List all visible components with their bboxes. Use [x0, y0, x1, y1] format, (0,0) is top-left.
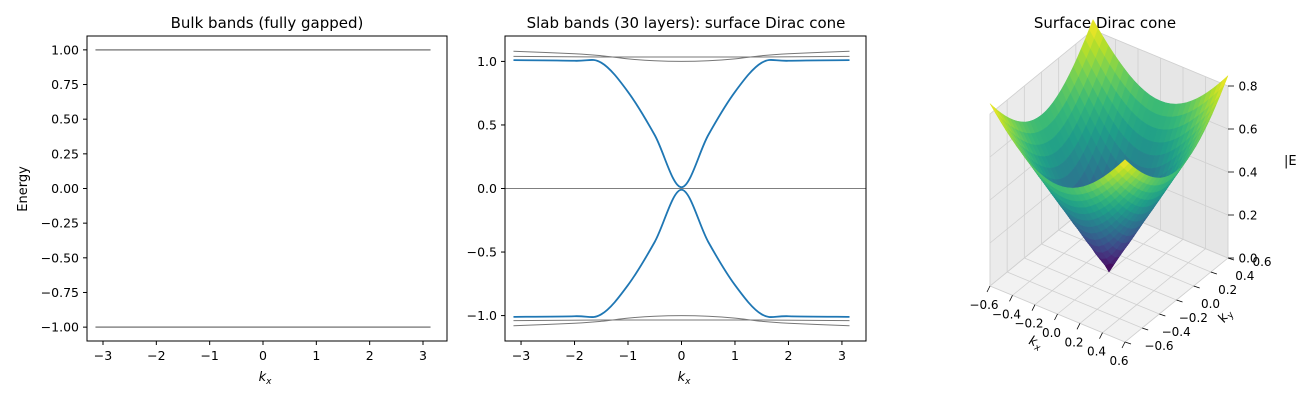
y-tick-mark — [1124, 341, 1132, 345]
y-tick-label: 0.25 — [51, 146, 79, 161]
bulk-bands-panel: Bulk bands (fully gapped) −3 −2 −1 0 1 2 3 1.00… — [16, 14, 448, 387]
slab-band-line-0 — [513, 59, 850, 189]
z-tick-label: 0.8 — [1238, 80, 1257, 94]
x-tick-label: −0.2 — [1014, 317, 1043, 331]
z-tick-label: 0.0 — [1238, 252, 1257, 266]
surface-kx-axis-label: kx — [1026, 333, 1045, 354]
x-tick-label: −0.6 — [969, 298, 998, 312]
y-tick-label: −0.6 — [1144, 339, 1173, 353]
pane-grid-line — [1007, 271, 1143, 329]
x-tick-mark — [1121, 341, 1126, 349]
z-tick-label: 0.2 — [1238, 209, 1257, 223]
y-tick-label: 0.0 — [1201, 297, 1220, 311]
bulk-bands-title: Bulk bands (fully gapped) — [171, 14, 364, 32]
y-tick-label: −1.0 — [467, 308, 497, 323]
surface-z-axis-label: |E — [1284, 154, 1297, 169]
y-tick-label: 0.5 — [477, 117, 497, 132]
x-tick-label: 0.4 — [1087, 345, 1106, 359]
x-tick-label: 0 — [259, 348, 267, 363]
slab-band-line-2 — [513, 50, 850, 62]
y-tick-label: −1.00 — [41, 320, 79, 335]
x-tick-mark — [1076, 323, 1081, 330]
y-tick-label: −0.75 — [41, 285, 79, 300]
y-tick-label: 0.2 — [1218, 283, 1237, 297]
surface-facet — [1119, 159, 1130, 169]
bulk-bands-xlabel: kx — [259, 370, 273, 387]
y-tick-label: 0.0 — [477, 181, 497, 196]
x-tick-label: −2 — [147, 348, 165, 363]
bulk-bands-axes-frame — [86, 35, 448, 342]
x-tick-mark — [1031, 304, 1036, 311]
slab-band-line-4 — [513, 315, 850, 327]
pane-grid-line — [1092, 29, 1229, 87]
x-tick-mark — [986, 285, 991, 293]
x-tick-label: 0 — [678, 348, 686, 363]
y-tick-label: −0.25 — [41, 216, 79, 231]
x-tick-label: −0.4 — [992, 307, 1021, 321]
x-tick-label: −1 — [619, 348, 637, 363]
slab-band-line-5 — [513, 319, 850, 322]
surface-dirac-cone-title: Surface Dirac cone — [1034, 14, 1176, 32]
slab-bands-axes-frame — [504, 35, 867, 342]
x-tick-label: 0.2 — [1064, 335, 1083, 349]
y-tick-mark — [1210, 271, 1217, 275]
y-tick-label: 1.0 — [477, 54, 497, 69]
bulk-bands-ylabel: Energy — [16, 166, 31, 212]
pane-grid-line — [1024, 257, 1160, 315]
y-tick-mark — [1193, 285, 1200, 289]
x-tick-label: 0.6 — [1109, 354, 1128, 368]
z-tick-label: 0.4 — [1238, 166, 1257, 180]
x-tick-label: 3 — [838, 348, 846, 363]
surface-dirac-cone-panel: Surface Dirac cone −0.6−0.4−0.20.00.20.4… — [969, 14, 1296, 368]
x-tick-label: 0.0 — [1042, 326, 1061, 340]
x-tick-label: −1 — [200, 348, 218, 363]
x-tick-label: 3 — [419, 348, 427, 363]
y-tick-label: 0.50 — [51, 112, 79, 127]
y-tick-label: 1.00 — [51, 42, 79, 57]
slab-bands-xlabel: kx — [678, 370, 692, 387]
y-tick-label: 0.75 — [51, 77, 79, 92]
x-tick-mark — [1054, 313, 1058, 321]
y-tick-label: 0.00 — [51, 181, 79, 196]
x-tick-label: −2 — [565, 348, 583, 363]
slab-band-line-3 — [513, 55, 850, 58]
slab-bands-panel: Slab bands (30 layers): surface Dirac co… — [467, 14, 867, 387]
slab-band-line-1 — [513, 188, 850, 318]
y-tick-mark — [1176, 299, 1183, 303]
pane-grid-line — [1058, 229, 1194, 287]
x-tick-mark — [1099, 332, 1103, 339]
y-tick-label: −0.4 — [1162, 325, 1191, 339]
x-tick-label: 1 — [731, 348, 739, 363]
x-tick-label: −3 — [512, 348, 530, 363]
x-tick-label: 1 — [312, 348, 320, 363]
x-tick-mark — [1009, 295, 1013, 302]
z-tick-label: 0.6 — [1238, 123, 1257, 137]
y-tick-mark — [1159, 313, 1166, 317]
y-tick-mark — [1142, 327, 1149, 331]
x-tick-label: −3 — [94, 348, 112, 363]
y-tick-label: −0.2 — [1179, 311, 1208, 325]
pane-grid-line — [989, 29, 1094, 115]
y-tick-label: 0.6 — [1252, 255, 1271, 269]
y-tick-label: −0.5 — [467, 245, 497, 260]
x-tick-label: 2 — [366, 348, 374, 363]
y-tick-label: −0.50 — [41, 250, 79, 265]
y-tick-label: 0.4 — [1235, 269, 1254, 283]
x-tick-label: 2 — [784, 348, 792, 363]
slab-bands-title: Slab bands (30 layers): surface Dirac co… — [527, 14, 846, 32]
